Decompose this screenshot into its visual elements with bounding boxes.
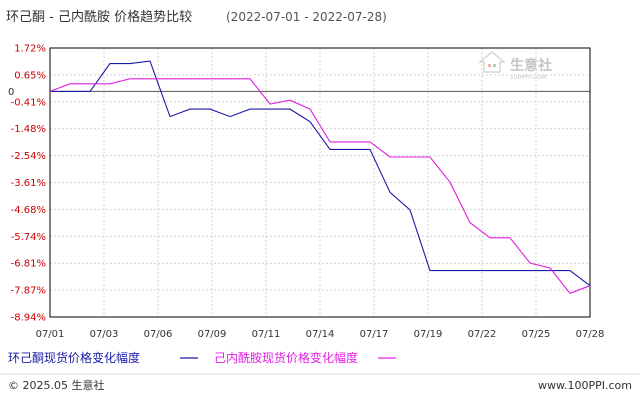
y-tick-label: -3.61% [11,178,46,189]
footer-website[interactable]: www.100PPI.com [538,379,632,392]
x-tick-label: 07/03 [90,329,119,340]
y-tick-label: -6.81% [11,259,46,270]
house-icon [477,51,507,73]
y-tick-label: -1.48% [11,124,46,135]
plot-frame [49,47,591,318]
y-tick-label: -4.68% [11,205,46,216]
y-tick-label: -8.94% [11,313,46,324]
x-tick-label: 07/06 [144,329,173,340]
x-tick-label: 07/22 [468,329,497,340]
y-axis: 1.72% 0.65% -0.41% -1.48% -2.54% -3.61% -4.68%… [8,44,46,324]
x-tick-label: 07/28 [576,329,605,340]
series-line-cyclohexanone [50,60,591,287]
x-tick-label: 07/11 [252,329,281,340]
watermark-url: 100PPI.COM [510,74,546,81]
y-tick-label: -5.74% [11,232,46,243]
y-tick-label-zero: 0 [8,87,14,98]
x-axis: 07/01 07/03 07/06 07/09 07/11 07/14 07/17 07/19… [36,329,605,340]
series-line-caprolactam [49,78,591,294]
watermark-logo: 生意社 100PPI.COM [477,51,552,81]
x-tick-label: 07/25 [522,329,551,340]
y-tick-label: -0.41% [11,97,46,108]
chart-date-range: (2022-07-01 - 2022-07-28) [226,10,387,24]
footer-copyright: © 2025.05 生意社 [8,378,104,392]
legend-label-cyclohexanone: 环己酮现货价格变化幅度 [8,350,140,365]
y-tick-label: -7.87% [11,286,46,297]
x-tick-label: 07/19 [414,329,443,340]
x-tick-label: 07/01 [36,329,65,340]
x-tick-label: 07/17 [360,329,389,340]
x-tick-label: 07/09 [198,329,227,340]
series-layer [49,60,591,294]
watermark-brand: 生意社 [510,57,552,74]
x-tick-label: 07/14 [306,329,335,340]
y-tick-label: 0.65% [14,70,46,81]
legend-label-caprolactam: 己内酰胺现货价格变化幅度 [214,350,358,365]
chart-grid [50,48,590,317]
legend: 环己酮现货价格变化幅度 己内酰胺现货价格变化幅度 [8,350,396,365]
chart-title: 环己酮 - 己内酰胺 价格趋势比较 [6,9,192,25]
y-tick-label: 1.72% [14,44,46,55]
y-tick-label: -2.54% [11,151,46,162]
